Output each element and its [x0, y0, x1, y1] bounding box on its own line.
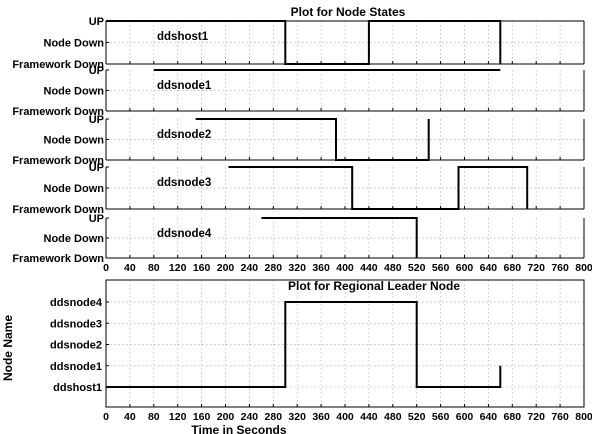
x-tick-label: 520	[408, 411, 426, 423]
x-tick-label: 320	[288, 411, 306, 423]
leader-series-line	[106, 301, 502, 388]
x-tick-label: 200	[217, 262, 235, 274]
y-tick-label: Node Down	[44, 86, 105, 98]
x-tick-label: 80	[148, 411, 160, 423]
x-axis-title: Time in Seconds	[191, 423, 286, 434]
y-tick-label: ddsnode1	[50, 361, 102, 373]
x-tick-label: 640	[480, 262, 498, 274]
x-tick-label: 280	[265, 411, 283, 423]
y-tick-label: Node Down	[44, 38, 105, 50]
y-tick-label: ddsnode4	[50, 297, 103, 309]
y-tick-label: UP	[89, 162, 104, 174]
x-tick-label: 440	[360, 411, 378, 423]
y-tick-label: UP	[89, 213, 104, 225]
y-tick-label: UP	[89, 16, 104, 28]
x-tick-label: 0	[103, 411, 109, 423]
x-tick-label: 680	[504, 262, 522, 274]
x-tick-label: 800	[575, 262, 592, 274]
x-tick-label: 480	[384, 262, 402, 274]
regional-leader-title: Plot for Regional Leader Node	[288, 279, 460, 293]
x-tick-label: 160	[193, 411, 211, 423]
series-line-ddsnode2	[195, 118, 430, 161]
x-tick-label: 120	[169, 262, 187, 274]
y-tick-label: Node Down	[44, 233, 105, 245]
x-tick-label: 240	[241, 411, 259, 423]
x-tick-label: 120	[169, 411, 187, 423]
y-tick-label: Node Down	[44, 183, 105, 195]
x-tick-label: 40	[124, 262, 136, 274]
series-label-ddshost1: ddshost1	[157, 31, 209, 43]
series-label-ddsnode1: ddsnode1	[157, 80, 212, 92]
y-tick-label: ddshost1	[53, 382, 102, 394]
x-tick-label: 760	[551, 411, 569, 423]
y-tick-label: ddsnode2	[50, 340, 102, 352]
y-axis-title: Node Name	[1, 315, 15, 381]
x-tick-label: 480	[384, 411, 402, 423]
series-label-ddsnode3: ddsnode3	[157, 177, 211, 189]
series-line-ddshost1	[106, 20, 502, 65]
x-tick-label: 520	[408, 262, 426, 274]
x-tick-label: 280	[265, 262, 283, 274]
x-tick-label: 40	[124, 411, 136, 423]
state-panel-ddsnode3: Framework Down Node Down UP ddsnode3	[12, 162, 585, 216]
x-tick-label: 560	[432, 411, 450, 423]
x-tick-label: 600	[456, 262, 474, 274]
series-line-ddsnode4	[261, 217, 418, 258]
x-tick-label: 80	[148, 262, 160, 274]
y-tick-label: UP	[89, 114, 104, 126]
series-label-ddsnode2: ddsnode2	[157, 129, 211, 141]
x-tick-label: 440	[360, 262, 378, 274]
state-panel-ddsnode4: Framework Down Node Down UP ddsnode4	[12, 213, 585, 265]
x-tick-label: 240	[241, 262, 259, 274]
state-panel-ddsnode2: Framework Down Node Down UP ddsnode2	[12, 114, 585, 167]
y-tick-label: Framework Down	[12, 106, 104, 118]
regional-leader-chart: 0 40 80 120 160 200 240 280 320 360 400 440 480 520 56…	[50, 279, 592, 423]
x-tick-label: 600	[456, 411, 474, 423]
x-tick-label: 800	[575, 411, 592, 423]
x-tick-label: 0	[103, 262, 109, 274]
x-tick-label: 720	[527, 411, 545, 423]
x-tick-label: 720	[527, 262, 545, 274]
y-tick-label: UP	[89, 65, 104, 77]
y-tick-label: ddsnode3	[50, 318, 102, 330]
series-label-ddsnode4: ddsnode4	[157, 228, 212, 240]
x-tick-label: 760	[551, 262, 569, 274]
x-tick-label: 680	[504, 411, 522, 423]
state-panel-ddsnode1: Framework Down Node Down UP ddsnode1	[12, 65, 585, 118]
node-states-title: Plot for Node States	[291, 5, 406, 19]
x-tick-label: 360	[312, 262, 330, 274]
x-tick-label: 640	[480, 411, 498, 423]
state-panel-ddshost1: Framework Down Node Down UP ddshost1	[12, 16, 585, 71]
x-tick-label: 320	[288, 262, 306, 274]
series-line-ddsnode3	[228, 166, 529, 210]
y-tick-label: Framework Down	[12, 59, 104, 71]
x-tick-label: 200	[217, 411, 235, 423]
x-tick-label: 560	[432, 262, 450, 274]
y-tick-label: Framework Down	[12, 155, 104, 167]
x-tick-label: 160	[193, 262, 211, 274]
y-tick-label: Node Down	[44, 135, 105, 147]
x-tick-label: 360	[312, 411, 330, 423]
x-tick-label: 400	[336, 262, 354, 274]
y-tick-label: Framework Down	[12, 253, 104, 265]
y-tick-label: Framework Down	[12, 204, 104, 216]
x-tick-label: 400	[336, 411, 354, 423]
